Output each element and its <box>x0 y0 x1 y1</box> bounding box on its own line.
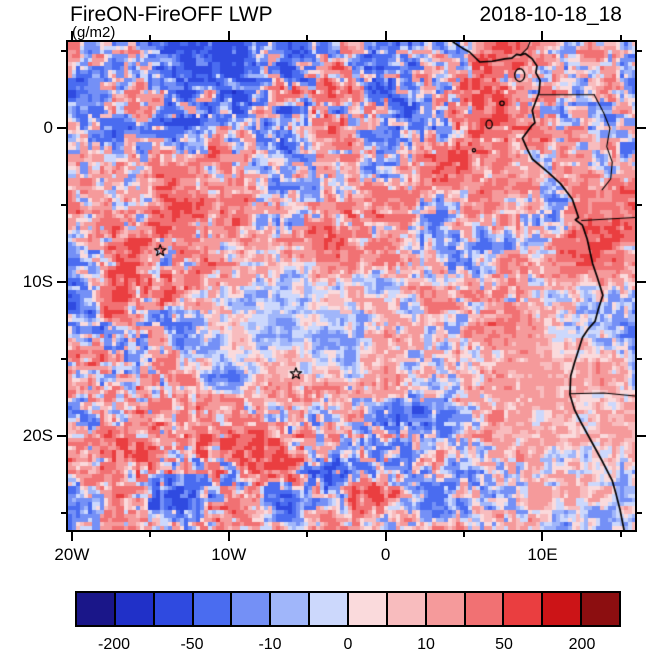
tick-mark <box>637 50 642 53</box>
colorbar-tick-label: 50 <box>495 636 513 653</box>
colorbar-box <box>77 593 114 625</box>
tick-mark <box>637 512 642 515</box>
colorbar-tick-label: 200 <box>568 636 596 653</box>
colorbar-box <box>152 593 192 625</box>
tick-mark <box>306 35 309 40</box>
tick-mark <box>637 281 646 284</box>
tick-mark <box>70 31 73 40</box>
colorbar-tick-label: -200 <box>97 636 131 653</box>
tick-mark <box>541 532 544 541</box>
tick-mark <box>463 532 466 537</box>
colorbar <box>75 591 621 627</box>
colorbar-box <box>347 593 386 625</box>
units-label: (g/m2) <box>72 24 116 41</box>
tick-mark <box>619 532 622 537</box>
tick-mark <box>57 127 66 130</box>
tick-mark <box>384 31 387 40</box>
x-axis-tick-label: 20W <box>54 545 90 564</box>
colorbar-box <box>502 593 542 625</box>
tick-mark <box>306 532 309 537</box>
tick-mark <box>149 35 152 40</box>
colorbar-box <box>308 593 348 625</box>
tick-mark <box>384 532 387 541</box>
colorbar-box <box>230 593 270 625</box>
y-axis-tick-label: 20S <box>22 426 53 446</box>
tick-mark <box>637 127 646 130</box>
tick-mark <box>541 31 544 40</box>
tick-mark <box>227 532 230 541</box>
tick-mark <box>61 204 66 207</box>
tick-mark <box>70 532 73 541</box>
tick-mark <box>61 50 66 53</box>
y-axis-tick-label: 10S <box>22 272 53 292</box>
colorbar-tick-label: -10 <box>258 636 282 653</box>
colorbar-box <box>269 593 309 625</box>
x-axis-tick-label: 10W <box>211 545 247 564</box>
tick-mark <box>637 358 642 361</box>
timestamp-label: 2018-10-18_18 <box>479 3 622 26</box>
colorbar-box <box>463 593 503 625</box>
colorbar-tick-label: 0 <box>343 636 353 653</box>
colorbar-box <box>385 593 425 625</box>
y-axis-tick-label: 0 <box>43 118 53 138</box>
colorbar-tick-label: 10 <box>417 636 435 653</box>
tick-mark <box>227 31 230 40</box>
tick-mark <box>637 435 646 438</box>
colorbar-tick-label: -50 <box>180 636 204 653</box>
colorbar-box <box>580 593 620 625</box>
tick-mark <box>637 204 642 207</box>
tick-mark <box>57 435 66 438</box>
tick-mark <box>619 35 622 40</box>
tick-mark <box>61 512 66 515</box>
tick-mark <box>57 281 66 284</box>
x-axis-tick-label: 0 <box>380 545 391 564</box>
tick-mark <box>149 532 152 537</box>
colorbar-box <box>113 593 153 625</box>
tick-mark <box>61 358 66 361</box>
x-axis-tick-label: 10E <box>527 545 558 564</box>
tick-mark <box>463 35 466 40</box>
colorbar-box <box>541 593 581 625</box>
map-frame <box>66 40 637 532</box>
plot-title: FireON-FireOFF LWP <box>70 3 273 26</box>
colorbar-box <box>424 593 464 625</box>
lwp-difference-heatmap <box>68 42 635 530</box>
colorbar-box <box>191 593 231 625</box>
